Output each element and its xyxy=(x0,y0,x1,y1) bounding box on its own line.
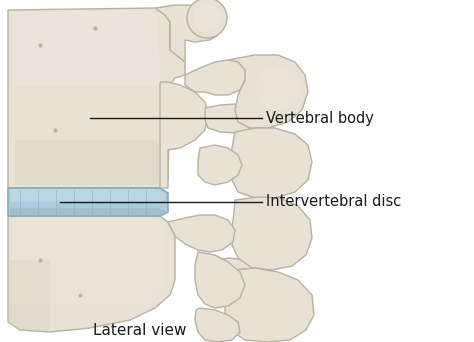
Polygon shape xyxy=(10,208,165,216)
Polygon shape xyxy=(230,128,312,198)
Circle shape xyxy=(193,4,221,32)
Polygon shape xyxy=(195,252,245,308)
Text: Lateral view: Lateral view xyxy=(93,323,187,338)
Circle shape xyxy=(187,0,227,38)
Polygon shape xyxy=(168,215,235,252)
Polygon shape xyxy=(12,218,162,305)
Polygon shape xyxy=(160,82,208,188)
Polygon shape xyxy=(205,104,255,133)
Polygon shape xyxy=(228,55,308,128)
Polygon shape xyxy=(198,145,242,185)
Polygon shape xyxy=(8,260,50,330)
Polygon shape xyxy=(232,197,312,270)
Polygon shape xyxy=(195,308,240,342)
Polygon shape xyxy=(155,5,222,62)
Polygon shape xyxy=(15,140,160,185)
Polygon shape xyxy=(15,10,160,86)
Polygon shape xyxy=(225,268,314,342)
Polygon shape xyxy=(10,189,165,202)
Polygon shape xyxy=(8,8,185,188)
Circle shape xyxy=(256,66,300,110)
Polygon shape xyxy=(8,188,168,216)
Polygon shape xyxy=(185,60,245,95)
Polygon shape xyxy=(8,216,175,332)
Text: Vertebral body: Vertebral body xyxy=(266,110,374,126)
Polygon shape xyxy=(200,258,255,290)
Text: Intervertebral disc: Intervertebral disc xyxy=(266,195,401,210)
